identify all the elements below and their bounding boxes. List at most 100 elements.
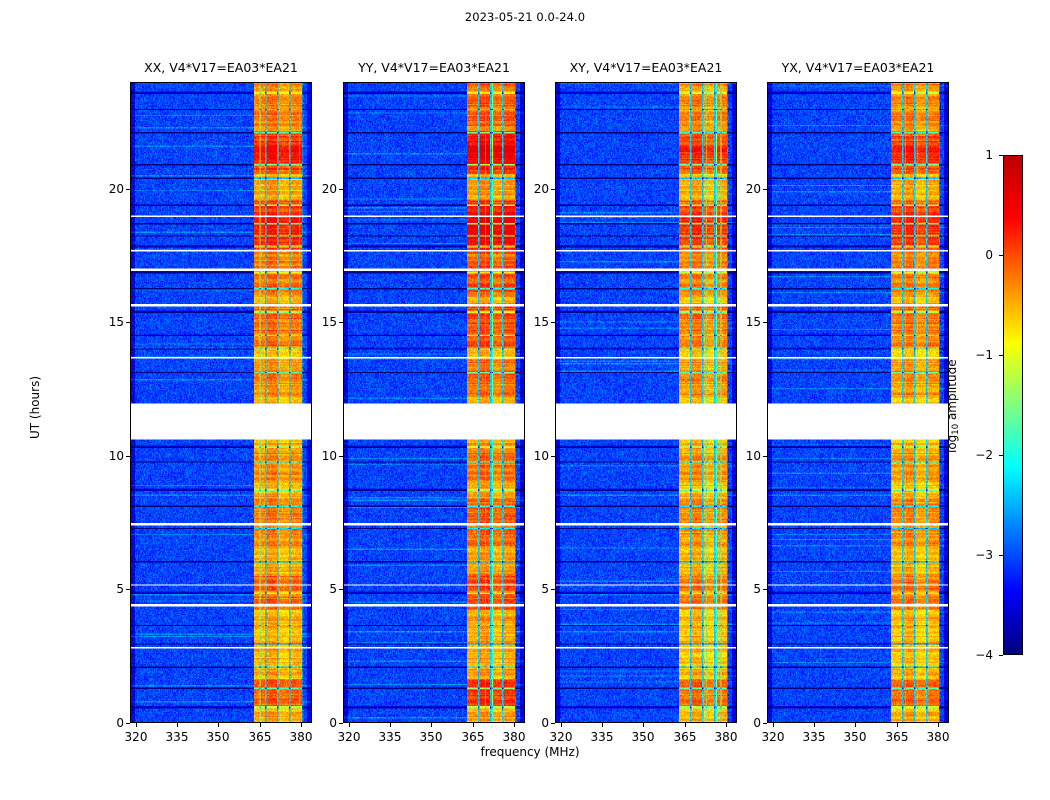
x-axis-tick xyxy=(726,723,727,727)
x-axis-tick-label: 365 xyxy=(461,730,485,744)
x-axis-tick-label: 335 xyxy=(590,730,614,744)
colorbar-tick-label: −4 xyxy=(975,648,993,662)
colorbar-tick xyxy=(999,155,1003,156)
x-axis-tick xyxy=(814,723,815,727)
y-axis-label: UT (hours) xyxy=(28,375,42,439)
y-axis-tick-label: 5 xyxy=(329,582,337,596)
plot-area-yy[interactable] xyxy=(343,82,525,723)
x-axis-tick xyxy=(431,723,432,727)
x-axis-tick xyxy=(561,723,562,727)
colorbar-label-text: log10 amplitude xyxy=(945,359,961,453)
x-axis-tick-label: 380 xyxy=(714,730,738,744)
y-axis-tick-label: 20 xyxy=(533,182,549,196)
x-axis-tick-label: 320 xyxy=(549,730,573,744)
figure-suptitle: 2023-05-21 0.0-24.0 xyxy=(464,10,586,24)
x-axis-tick xyxy=(938,723,939,727)
x-axis-tick-label: 365 xyxy=(885,730,909,744)
y-axis-tick-label: 0 xyxy=(541,716,549,730)
plot-area-yx[interactable] xyxy=(767,82,949,723)
y-axis-tick xyxy=(551,322,555,323)
dynamic-spectrum-image xyxy=(768,83,948,722)
y-axis-tick xyxy=(339,322,343,323)
x-axis-tick-label: 380 xyxy=(502,730,526,744)
x-axis-tick-label: 365 xyxy=(248,730,272,744)
x-axis-tick xyxy=(260,723,261,727)
x-axis-tick xyxy=(136,723,137,727)
x-axis-tick-label: 335 xyxy=(378,730,402,744)
y-axis-tick xyxy=(339,189,343,190)
x-axis-tick-label: 380 xyxy=(926,730,950,744)
x-axis-tick xyxy=(514,723,515,727)
y-axis-tick xyxy=(126,456,130,457)
y-axis-tick xyxy=(126,322,130,323)
y-axis-tick xyxy=(551,456,555,457)
y-axis-tick xyxy=(339,456,343,457)
y-axis-tick-label: 5 xyxy=(753,582,761,596)
y-axis-tick xyxy=(339,723,343,724)
x-axis-tick-label: 350 xyxy=(843,730,867,744)
y-axis-tick xyxy=(126,723,130,724)
y-axis-tick xyxy=(339,589,343,590)
y-axis-tick xyxy=(126,189,130,190)
colorbar-tick xyxy=(999,355,1003,356)
colorbar-tick xyxy=(999,655,1003,656)
x-axis-tick-label: 335 xyxy=(802,730,826,744)
x-axis-tick xyxy=(218,723,219,727)
panel-title-yy: YY, V4*V17=EA03*EA21 xyxy=(358,60,510,75)
y-axis-tick xyxy=(126,589,130,590)
y-axis-tick-label: 10 xyxy=(533,449,549,463)
x-axis-tick-label: 335 xyxy=(165,730,189,744)
dynamic-spectrum-image xyxy=(556,83,736,722)
x-axis-tick-label: 380 xyxy=(289,730,313,744)
y-axis-tick-label: 20 xyxy=(108,182,124,196)
y-axis-tick-label: 5 xyxy=(541,582,549,596)
y-axis-tick xyxy=(763,723,767,724)
y-axis-tick-label: 10 xyxy=(321,449,337,463)
y-axis-tick-label: 20 xyxy=(321,182,337,196)
x-axis-tick-label: 320 xyxy=(337,730,361,744)
colorbar-tick-label: −3 xyxy=(975,548,993,562)
y-axis-tick-label: 0 xyxy=(116,716,124,730)
y-axis-tick xyxy=(763,589,767,590)
x-axis-tick-label: 350 xyxy=(631,730,655,744)
plot-area-xx[interactable] xyxy=(130,82,312,723)
y-axis-tick-label: 0 xyxy=(329,716,337,730)
colorbar-tick xyxy=(999,455,1003,456)
x-axis-tick xyxy=(685,723,686,727)
y-axis-tick xyxy=(551,723,555,724)
colorbar-tick xyxy=(999,255,1003,256)
y-axis-tick-label: 0 xyxy=(753,716,761,730)
colorbar-tick-label: 1 xyxy=(985,148,993,162)
y-axis-tick-label: 20 xyxy=(745,182,761,196)
x-axis-tick xyxy=(855,723,856,727)
dynamic-spectrum-image xyxy=(131,83,311,722)
y-axis-tick-label: 15 xyxy=(321,315,337,329)
x-axis-tick xyxy=(177,723,178,727)
x-axis-tick-label: 350 xyxy=(206,730,230,744)
colorbar-tick-label: −2 xyxy=(975,448,993,462)
x-axis-tick-label: 320 xyxy=(124,730,148,744)
x-axis-tick xyxy=(897,723,898,727)
y-axis-tick xyxy=(551,589,555,590)
x-axis-tick-label: 350 xyxy=(419,730,443,744)
plot-area-xy[interactable] xyxy=(555,82,737,723)
y-axis-tick-label: 15 xyxy=(533,315,549,329)
panel-title-xx: XX, V4*V17=EA03*EA21 xyxy=(144,60,298,75)
x-axis-tick xyxy=(602,723,603,727)
panel-title-yx: YX, V4*V17=EA03*EA21 xyxy=(781,60,935,75)
colorbar xyxy=(1003,155,1023,655)
y-axis-tick-label: 10 xyxy=(108,449,124,463)
y-axis-tick xyxy=(763,322,767,323)
y-axis-tick-label: 15 xyxy=(745,315,761,329)
y-axis-tick xyxy=(763,456,767,457)
x-axis-label: frequency (MHz) xyxy=(480,745,580,759)
x-axis-tick xyxy=(390,723,391,727)
y-axis-tick-label: 15 xyxy=(108,315,124,329)
colorbar-tick-label: 0 xyxy=(985,248,993,262)
colorbar-label: log10 amplitude xyxy=(945,359,961,453)
x-axis-tick xyxy=(349,723,350,727)
x-axis-tick xyxy=(643,723,644,727)
x-axis-tick xyxy=(301,723,302,727)
x-axis-tick-label: 365 xyxy=(673,730,697,744)
